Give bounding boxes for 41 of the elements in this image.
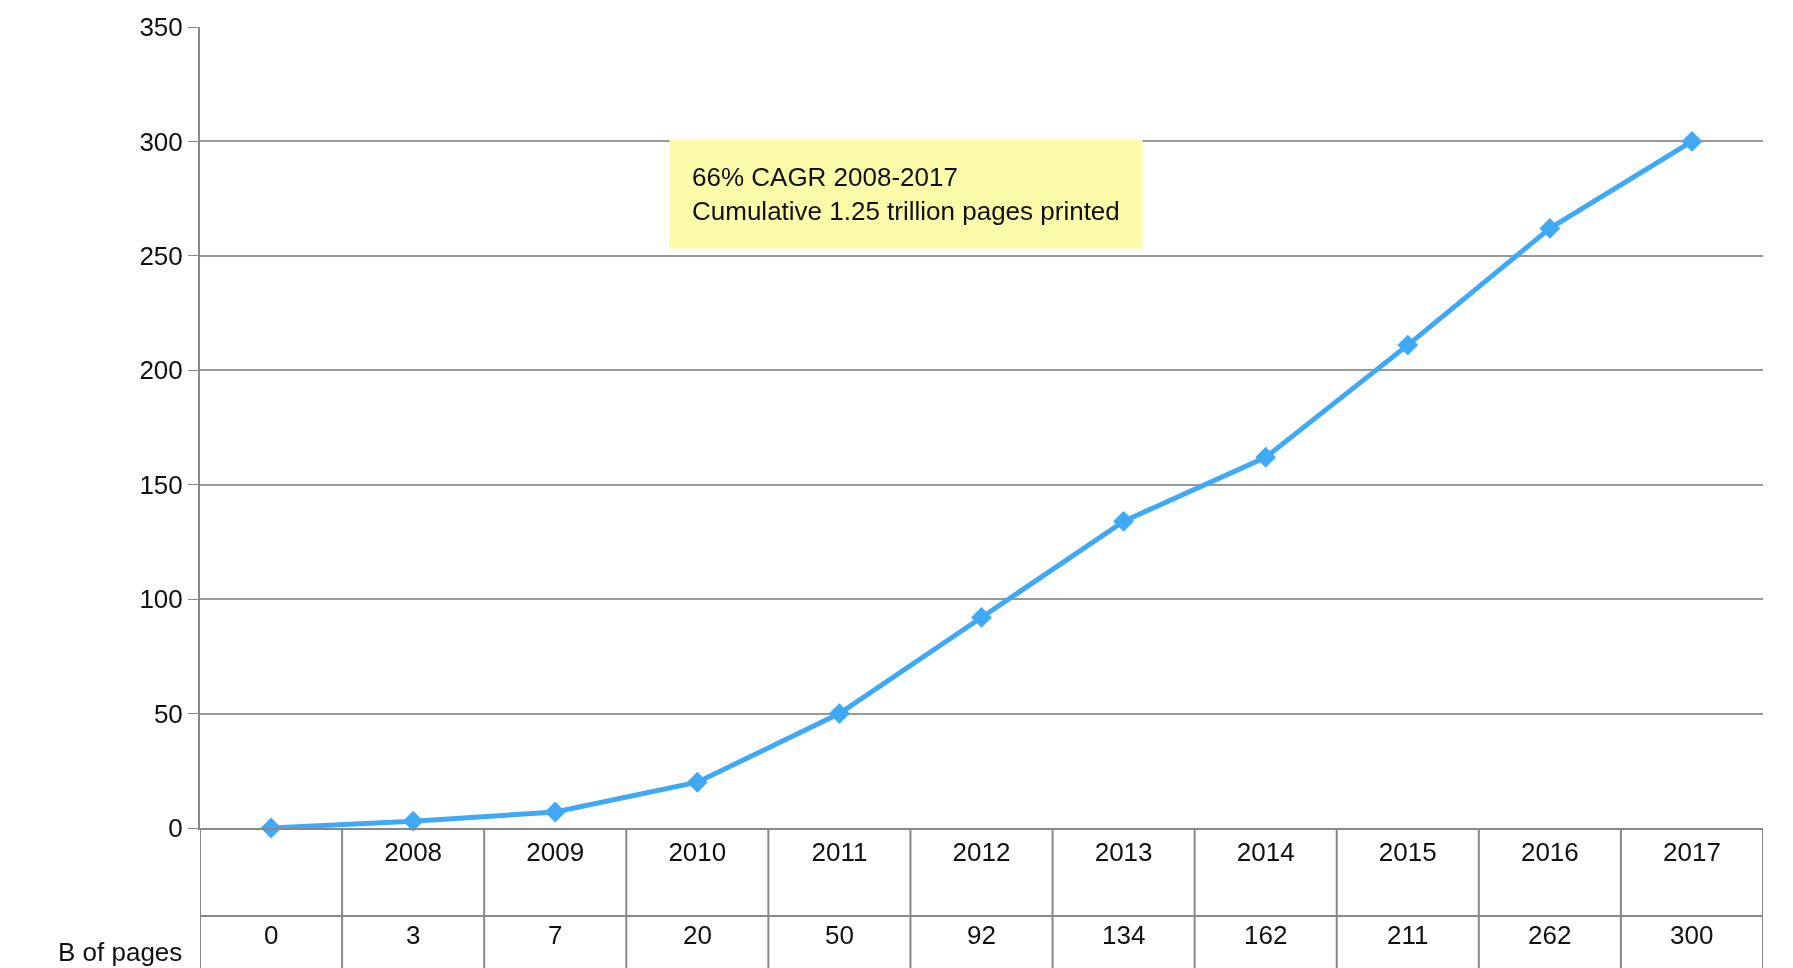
- x-tick-label: 2014: [1236, 837, 1295, 868]
- x-tick-label: 2012: [952, 837, 1011, 868]
- point: [1539, 217, 1561, 239]
- x-tick-label: 2009: [526, 837, 585, 868]
- annotation: 66% CAGR 2008-2017 Cumulative 1.25 trillion pages printed: [692, 162, 1120, 226]
- y-tick-label: 350: [139, 12, 183, 43]
- data-label: 50: [825, 920, 854, 950]
- point: [1255, 446, 1277, 468]
- data-label: 262: [1528, 920, 1572, 950]
- data-label: 20: [683, 920, 712, 950]
- x-tick-label: 2015: [1378, 837, 1437, 868]
- data-label: 162: [1244, 920, 1288, 950]
- y-tick-label: 100: [139, 584, 183, 615]
- y-tick-label: 200: [139, 355, 183, 386]
- data-label: 3: [406, 920, 421, 950]
- data-label: 92: [967, 920, 996, 950]
- y-tick-label: 0: [168, 813, 183, 844]
- data-label: 300: [1670, 920, 1714, 950]
- x-tick-label: 2017: [1663, 837, 1721, 868]
- data-label: 7: [548, 920, 563, 950]
- point: [686, 771, 708, 793]
- x-tick-label: 2011: [811, 837, 868, 868]
- y-tick-label: 300: [139, 126, 183, 157]
- x-tick-label: 2008: [384, 837, 443, 868]
- point: [971, 607, 992, 628]
- data-label: 0: [264, 920, 279, 950]
- y-tick-label: 150: [139, 469, 183, 500]
- x-tick-label: 2013: [1094, 837, 1153, 868]
- point: [829, 703, 850, 724]
- text: B of pages: [58, 937, 183, 967]
- point: [402, 810, 424, 832]
- point: [1113, 510, 1134, 532]
- point: [1397, 334, 1419, 356]
- y-tick-label: 250: [139, 240, 183, 271]
- y-tick-label: 50: [153, 698, 183, 729]
- x-tick-label: 2016: [1520, 837, 1579, 868]
- data-label: 134: [1102, 920, 1146, 950]
- data-label: 211: [1387, 920, 1429, 950]
- point: [544, 801, 566, 823]
- x-tick-label: 2010: [668, 837, 727, 868]
- point: [1681, 131, 1703, 152]
